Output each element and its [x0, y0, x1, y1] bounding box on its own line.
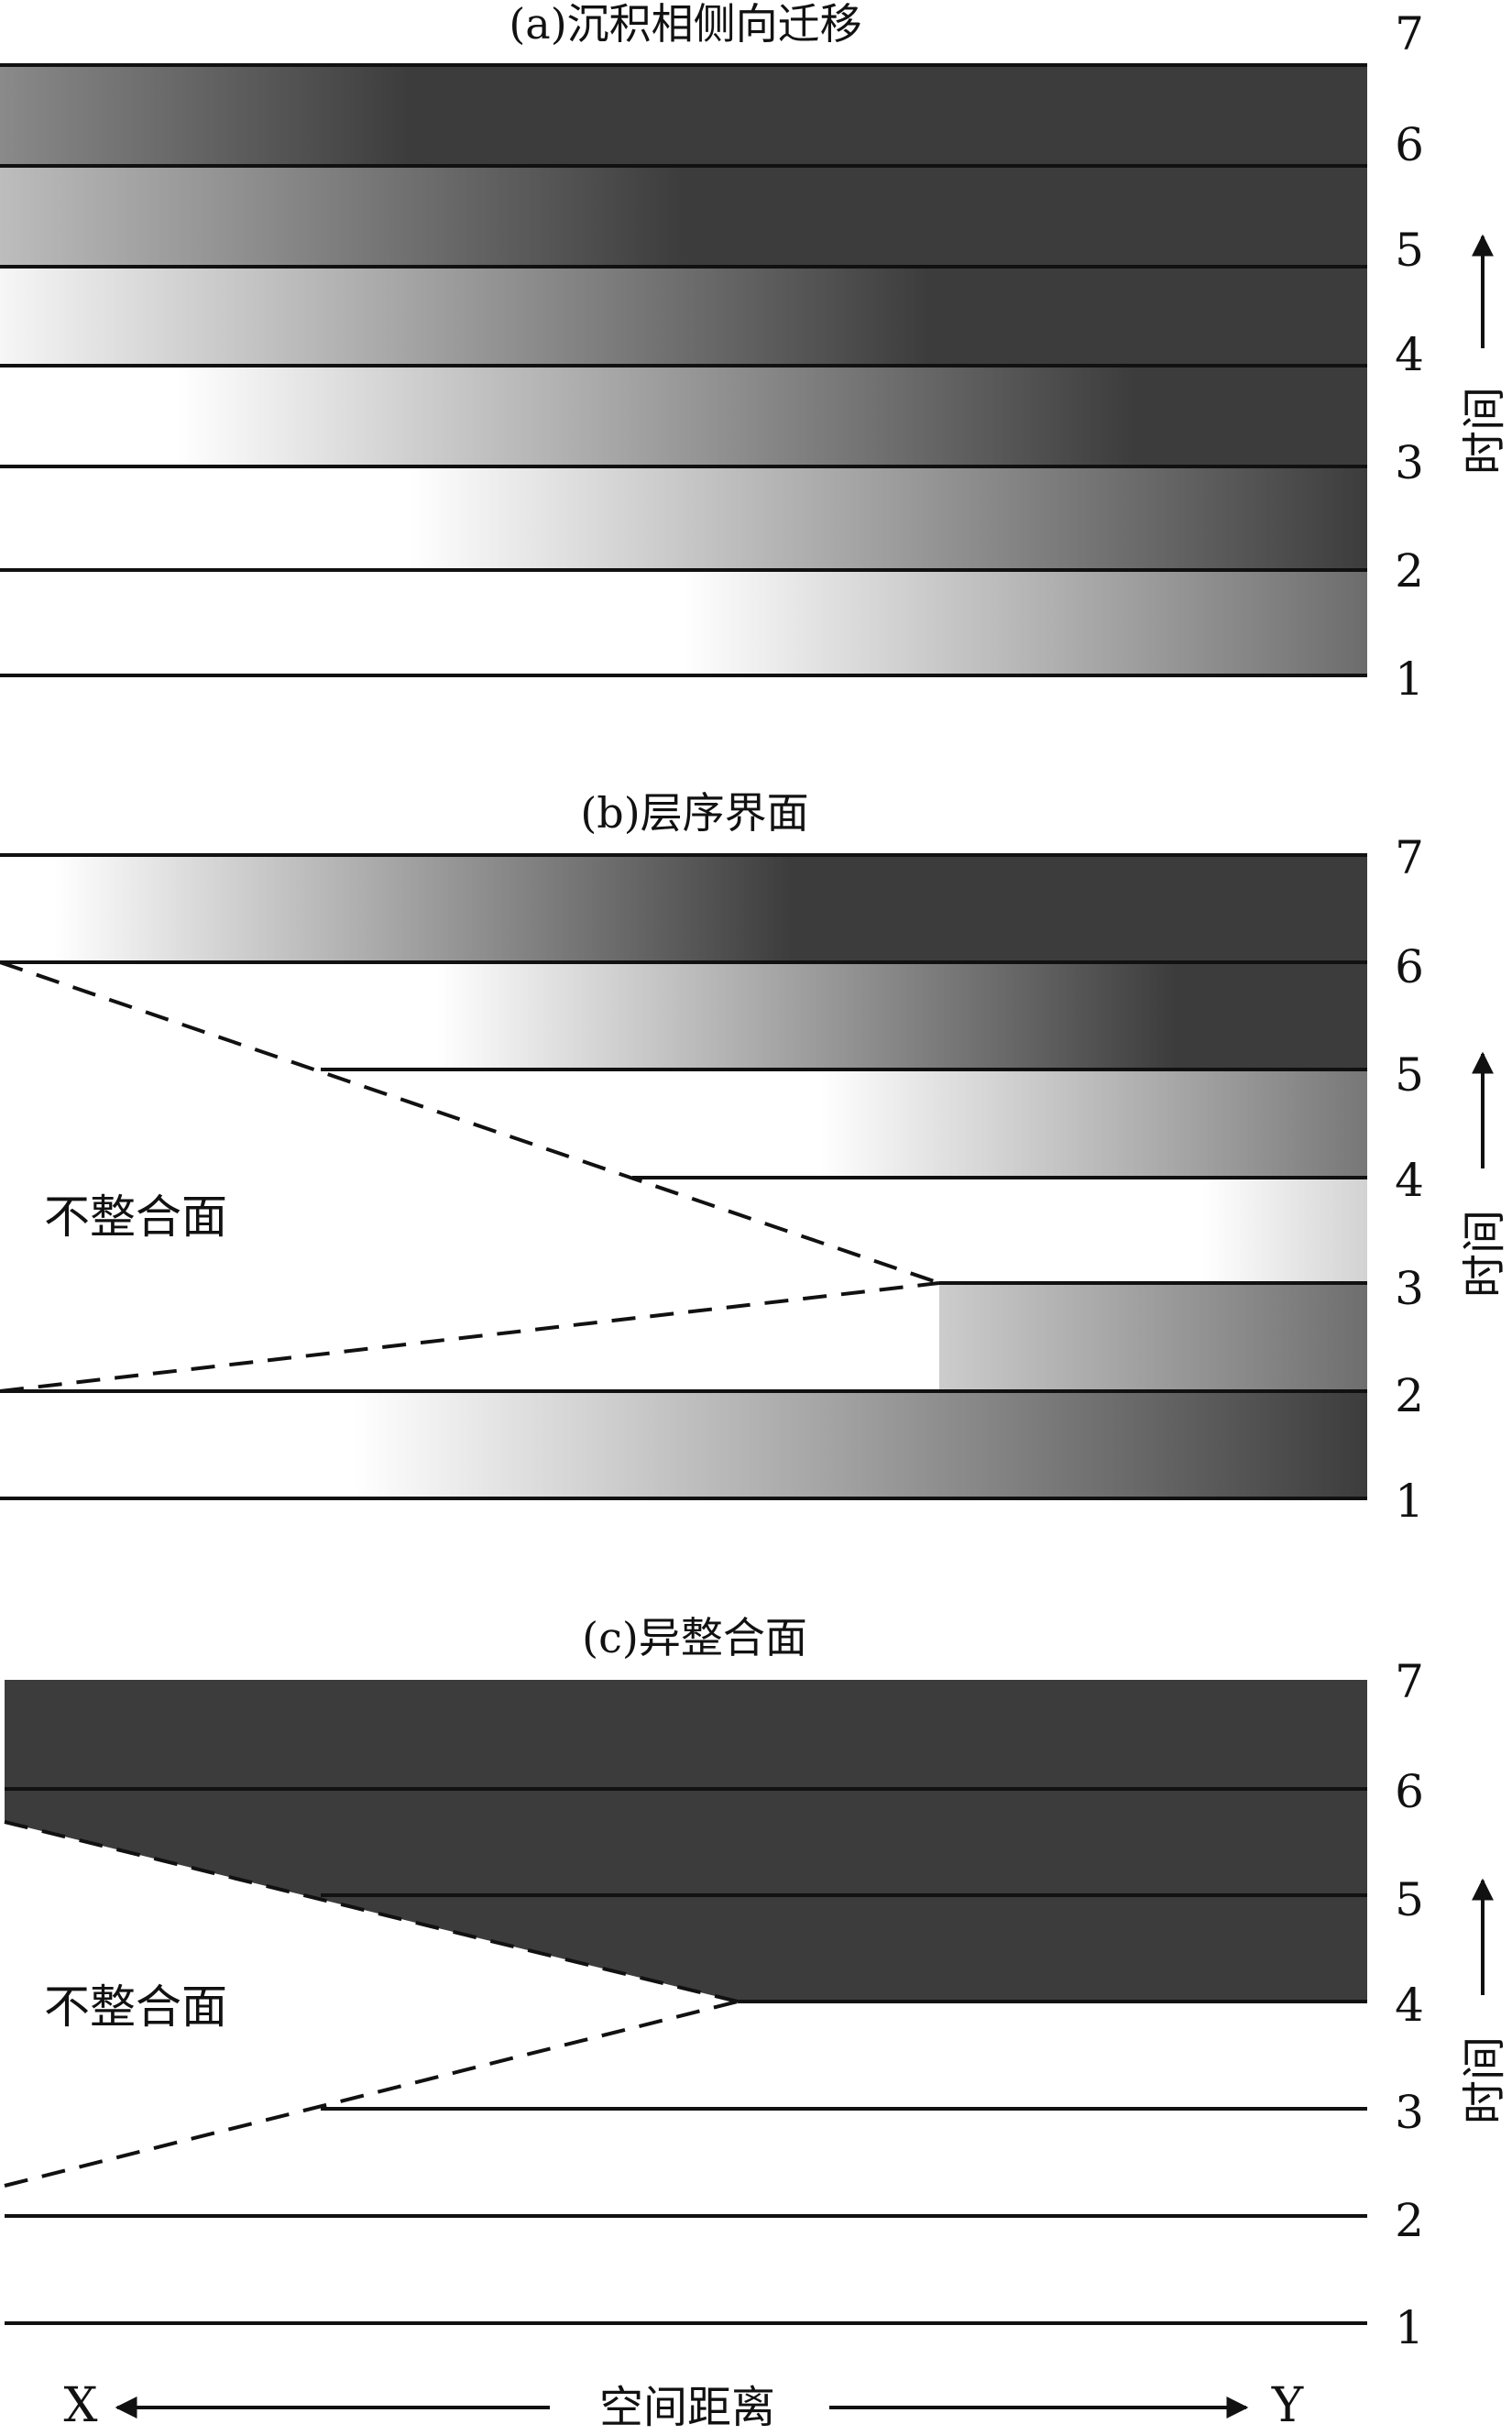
panel-c-time-label: 时间	[1459, 2036, 1510, 2124]
panel-a-title: (a)沉积相侧向迁移	[509, 0, 861, 49]
panel-b-label-7: 7	[1395, 831, 1424, 884]
panel-a-band-4	[0, 267, 1367, 366]
panel-b-facies-bands	[0, 855, 1367, 1498]
panel-b-label-6: 6	[1395, 940, 1424, 993]
panel-b-band-3	[939, 1178, 1367, 1283]
space-axis-right-end: Y	[1271, 2378, 1304, 2433]
panel-a-label-6: 6	[1395, 118, 1424, 171]
space-axis-label: 空间距离	[599, 2382, 775, 2433]
panel-c-title: (c)异整合面	[582, 1613, 807, 1662]
panel-c-unconformity-label: 不整合面	[44, 1980, 227, 2034]
panel-c-label-3: 3	[1395, 2086, 1424, 2139]
panel-b-time-axis: 时间	[1459, 1051, 1510, 1298]
panel-b-layer-labels: 7 6 5 4 3 2 1	[1395, 831, 1424, 1528]
panel-a-time-axis: 时间	[1459, 234, 1510, 475]
panel-b-label-4: 4	[1395, 1154, 1424, 1207]
panel-b-label-1: 1	[1395, 1475, 1424, 1528]
panel-b-unconformity-surface	[0, 960, 940, 1393]
panel-b-band-5	[321, 962, 1367, 1069]
panel-a-layer-labels: 7 6 5 4 3 2 1	[1395, 7, 1424, 706]
panel-c-time-axis: 时间	[1459, 1878, 1510, 2124]
panel-c-unconformity-lower	[4, 2000, 739, 2188]
panel-c-label-7: 7	[1395, 1655, 1424, 1708]
panel-a-band-2	[0, 466, 1367, 570]
panel-b: (b)层序界面 不整合面 7 6 5 4	[0, 788, 1510, 1528]
panel-c: (c)异整合面 不整合面 7 6 5 4 3 2 1 时间	[4, 1613, 1510, 2354]
panel-b-unconformity-lower	[0, 1281, 940, 1393]
panel-b-label-3: 3	[1395, 1262, 1424, 1315]
panel-c-label-4: 4	[1395, 1979, 1424, 2032]
panel-c-unconformity-upper	[4, 1820, 739, 2003]
panel-a-facies-bands	[0, 65, 1367, 675]
panel-c-label-2: 2	[1395, 2194, 1424, 2247]
panel-c-time-lines	[5, 1680, 1367, 2325]
panel-c-unconformity-surface	[4, 1820, 739, 2188]
panel-a-band-5	[0, 166, 1367, 267]
panel-a-band-1	[0, 570, 1367, 675]
panel-a-label-3: 3	[1395, 436, 1424, 489]
panel-a-label-7: 7	[1395, 7, 1424, 60]
panel-b-title: (b)层序界面	[580, 788, 808, 838]
panel-a-band-3	[0, 366, 1367, 466]
panel-b-band-1	[0, 1391, 1367, 1498]
panel-c-label-1: 1	[1395, 2301, 1424, 2354]
panel-c-layer-labels: 7 6 5 4 3 2 1	[1395, 1655, 1424, 2354]
panel-a-time-label: 时间	[1459, 387, 1510, 475]
space-axis-left-end: X	[63, 2378, 97, 2433]
panel-b-time-label: 时间	[1459, 1210, 1510, 1298]
panel-a: (a)沉积相侧向迁移 7 6 5 4 3 2 1	[0, 0, 1510, 706]
panel-a-label-5: 5	[1395, 224, 1424, 277]
panel-b-band-4	[632, 1069, 1367, 1178]
panel-b-band-2	[939, 1283, 1367, 1391]
panel-a-label-4: 4	[1395, 328, 1424, 381]
panel-c-overlying-strata	[5, 1682, 1367, 2002]
panel-b-band-6	[0, 855, 1367, 962]
panel-b-time-lines	[0, 853, 1367, 1500]
panel-b-unconformity-label: 不整合面	[44, 1190, 227, 1244]
panel-b-unconformity-upper	[0, 960, 940, 1285]
panel-a-time-lines	[0, 63, 1367, 677]
panel-c-label-5: 5	[1395, 1873, 1424, 1926]
panel-c-label-6: 6	[1395, 1765, 1424, 1818]
panel-a-label-1: 1	[1395, 653, 1424, 706]
space-axis: X 空间距离 Y	[63, 2378, 1303, 2433]
panel-a-label-2: 2	[1395, 544, 1424, 598]
panel-a-band-6	[0, 65, 1367, 166]
panel-b-label-2: 2	[1395, 1369, 1424, 1422]
panel-b-label-5: 5	[1395, 1048, 1424, 1102]
